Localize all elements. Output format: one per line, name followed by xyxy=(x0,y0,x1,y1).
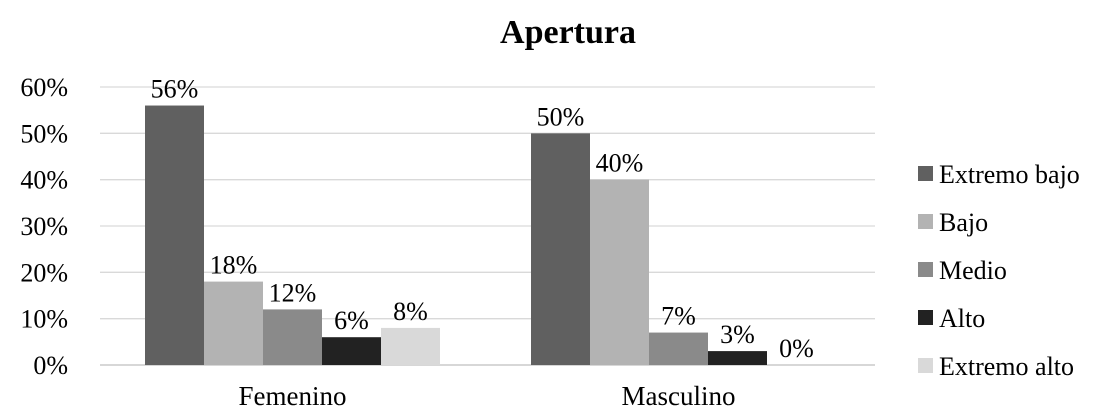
legend-swatch xyxy=(918,262,933,277)
y-tick-label: 10% xyxy=(20,305,68,334)
legend-label: Extremo alto xyxy=(939,352,1074,381)
bar xyxy=(590,180,649,365)
y-tick-label: 20% xyxy=(20,258,68,287)
legend-label: Medio xyxy=(939,256,1007,285)
bar xyxy=(263,309,322,365)
data-label: 50% xyxy=(537,102,585,131)
legend-label: Alto xyxy=(939,304,985,333)
legend-label: Extremo bajo xyxy=(939,160,1080,189)
data-label: 12% xyxy=(269,278,317,307)
x-axis: Femenino Masculino xyxy=(239,381,736,411)
x-tick-label: Femenino xyxy=(239,381,347,411)
legend-swatch xyxy=(918,214,933,229)
legend-swatch xyxy=(918,358,933,373)
data-label: 3% xyxy=(720,320,755,349)
legend: Extremo bajo Bajo Medio Alto Extremo alto xyxy=(918,160,1080,381)
data-label: 6% xyxy=(334,306,369,335)
legend-swatch xyxy=(918,310,933,325)
bar xyxy=(204,282,263,365)
data-label: 8% xyxy=(393,297,428,326)
data-label: 40% xyxy=(596,149,644,178)
y-tick-label: 40% xyxy=(20,166,68,195)
bar xyxy=(322,337,381,365)
bar xyxy=(145,106,204,365)
data-label: 0% xyxy=(779,334,814,363)
bar xyxy=(531,133,590,365)
x-tick-label: Masculino xyxy=(622,381,736,411)
data-label: 18% xyxy=(210,251,258,280)
y-tick-label: 30% xyxy=(20,212,68,241)
legend-swatch xyxy=(918,166,933,181)
data-label: 56% xyxy=(151,75,199,104)
bar xyxy=(708,351,767,365)
data-label: 7% xyxy=(661,302,696,331)
bar xyxy=(649,333,708,365)
y-axis: 0% 10% 20% 30% 40% 50% 60% xyxy=(20,73,68,380)
y-tick-label: 50% xyxy=(20,119,68,148)
legend-label: Bajo xyxy=(939,208,988,237)
chart-title: Apertura xyxy=(500,14,636,51)
y-tick-label: 0% xyxy=(33,351,68,380)
bar xyxy=(381,328,440,365)
y-tick-label: 60% xyxy=(20,73,68,102)
